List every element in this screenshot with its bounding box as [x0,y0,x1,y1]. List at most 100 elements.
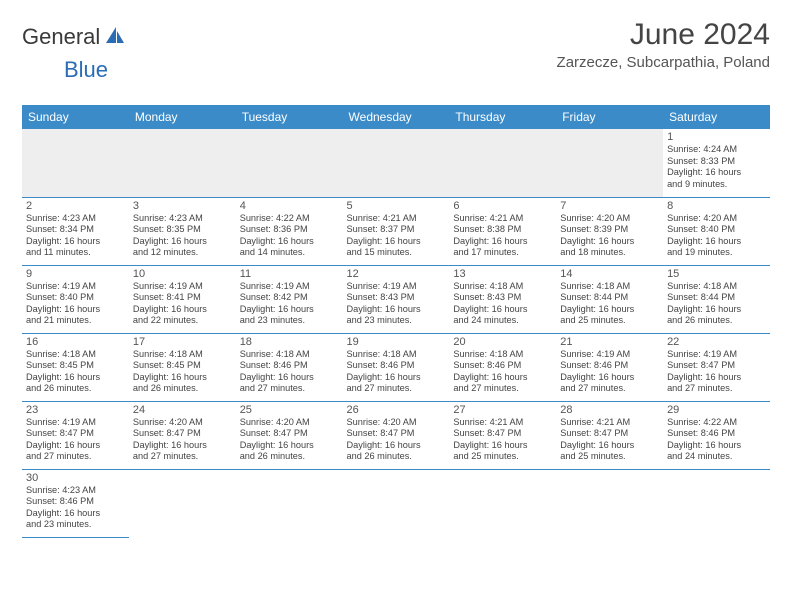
day-info: Sunrise: 4:21 AMSunset: 8:47 PMDaylight:… [453,417,552,463]
day-info: Sunrise: 4:20 AMSunset: 8:40 PMDaylight:… [667,213,766,259]
day-number: 24 [133,404,232,416]
day-number: 15 [667,268,766,280]
calendar-cell: 26Sunrise: 4:20 AMSunset: 8:47 PMDayligh… [343,401,450,469]
calendar-cell: 20Sunrise: 4:18 AMSunset: 8:46 PMDayligh… [449,333,556,401]
col-wednesday: Wednesday [343,105,450,129]
calendar-cell: 11Sunrise: 4:19 AMSunset: 8:42 PMDayligh… [236,265,343,333]
brand-part1: General [22,24,100,50]
calendar-cell: 27Sunrise: 4:21 AMSunset: 8:47 PMDayligh… [449,401,556,469]
calendar-cell: 2Sunrise: 4:23 AMSunset: 8:34 PMDaylight… [22,197,129,265]
calendar-cell: 14Sunrise: 4:18 AMSunset: 8:44 PMDayligh… [556,265,663,333]
calendar-cell: 10Sunrise: 4:19 AMSunset: 8:41 PMDayligh… [129,265,236,333]
day-info: Sunrise: 4:24 AMSunset: 8:33 PMDaylight:… [667,144,766,190]
day-info: Sunrise: 4:19 AMSunset: 8:40 PMDaylight:… [26,281,125,327]
day-number: 8 [667,200,766,212]
day-info: Sunrise: 4:23 AMSunset: 8:35 PMDaylight:… [133,213,232,259]
day-info: Sunrise: 4:19 AMSunset: 8:47 PMDaylight:… [667,349,766,395]
day-info: Sunrise: 4:20 AMSunset: 8:47 PMDaylight:… [240,417,339,463]
calendar-row: 9Sunrise: 4:19 AMSunset: 8:40 PMDaylight… [22,265,770,333]
day-info: Sunrise: 4:21 AMSunset: 8:38 PMDaylight:… [453,213,552,259]
day-info: Sunrise: 4:19 AMSunset: 8:42 PMDaylight:… [240,281,339,327]
calendar-cell: 21Sunrise: 4:19 AMSunset: 8:46 PMDayligh… [556,333,663,401]
calendar-cell [236,129,343,197]
day-info: Sunrise: 4:20 AMSunset: 8:47 PMDaylight:… [347,417,446,463]
calendar-row: 2Sunrise: 4:23 AMSunset: 8:34 PMDaylight… [22,197,770,265]
calendar-cell [343,129,450,197]
day-number: 7 [560,200,659,212]
day-number: 6 [453,200,552,212]
calendar-row: 23Sunrise: 4:19 AMSunset: 8:47 PMDayligh… [22,401,770,469]
day-info: Sunrise: 4:21 AMSunset: 8:37 PMDaylight:… [347,213,446,259]
location-text: Zarzecze, Subcarpathia, Poland [557,54,770,71]
calendar-table: Sunday Monday Tuesday Wednesday Thursday… [22,105,770,538]
calendar-cell: 30Sunrise: 4:23 AMSunset: 8:46 PMDayligh… [22,469,129,537]
day-number: 17 [133,336,232,348]
day-number: 16 [26,336,125,348]
calendar-cell: 29Sunrise: 4:22 AMSunset: 8:46 PMDayligh… [663,401,770,469]
calendar-cell: 22Sunrise: 4:19 AMSunset: 8:47 PMDayligh… [663,333,770,401]
day-number: 30 [26,472,125,484]
calendar-cell [449,469,556,537]
calendar-cell [129,129,236,197]
calendar-cell [129,469,236,537]
brand-part2: Blue [64,57,108,82]
day-number: 27 [453,404,552,416]
day-info: Sunrise: 4:20 AMSunset: 8:39 PMDaylight:… [560,213,659,259]
day-number: 5 [347,200,446,212]
col-monday: Monday [129,105,236,129]
day-info: Sunrise: 4:18 AMSunset: 8:45 PMDaylight:… [26,349,125,395]
calendar-row: 16Sunrise: 4:18 AMSunset: 8:45 PMDayligh… [22,333,770,401]
day-number: 1 [667,131,766,143]
col-thursday: Thursday [449,105,556,129]
day-info: Sunrise: 4:18 AMSunset: 8:46 PMDaylight:… [347,349,446,395]
calendar-cell: 12Sunrise: 4:19 AMSunset: 8:43 PMDayligh… [343,265,450,333]
day-number: 28 [560,404,659,416]
calendar-cell: 15Sunrise: 4:18 AMSunset: 8:44 PMDayligh… [663,265,770,333]
day-info: Sunrise: 4:19 AMSunset: 8:46 PMDaylight:… [560,349,659,395]
title-block: June 2024 Zarzecze, Subcarpathia, Poland [557,18,770,71]
calendar-cell: 5Sunrise: 4:21 AMSunset: 8:37 PMDaylight… [343,197,450,265]
day-number: 26 [347,404,446,416]
calendar-cell: 24Sunrise: 4:20 AMSunset: 8:47 PMDayligh… [129,401,236,469]
calendar-cell [663,469,770,537]
col-saturday: Saturday [663,105,770,129]
day-info: Sunrise: 4:22 AMSunset: 8:36 PMDaylight:… [240,213,339,259]
calendar-cell: 16Sunrise: 4:18 AMSunset: 8:45 PMDayligh… [22,333,129,401]
day-number: 18 [240,336,339,348]
brand-logo: General [22,24,128,50]
day-info: Sunrise: 4:23 AMSunset: 8:46 PMDaylight:… [26,485,125,531]
day-number: 25 [240,404,339,416]
calendar-cell: 25Sunrise: 4:20 AMSunset: 8:47 PMDayligh… [236,401,343,469]
day-number: 11 [240,268,339,280]
day-number: 14 [560,268,659,280]
day-info: Sunrise: 4:19 AMSunset: 8:43 PMDaylight:… [347,281,446,327]
day-info: Sunrise: 4:19 AMSunset: 8:41 PMDaylight:… [133,281,232,327]
col-tuesday: Tuesday [236,105,343,129]
day-number: 2 [26,200,125,212]
day-number: 12 [347,268,446,280]
sail-icon [104,25,126,50]
day-number: 13 [453,268,552,280]
day-info: Sunrise: 4:21 AMSunset: 8:47 PMDaylight:… [560,417,659,463]
calendar-cell: 18Sunrise: 4:18 AMSunset: 8:46 PMDayligh… [236,333,343,401]
calendar-cell: 7Sunrise: 4:20 AMSunset: 8:39 PMDaylight… [556,197,663,265]
day-number: 29 [667,404,766,416]
calendar-cell: 4Sunrise: 4:22 AMSunset: 8:36 PMDaylight… [236,197,343,265]
calendar-cell [556,469,663,537]
calendar-cell: 9Sunrise: 4:19 AMSunset: 8:40 PMDaylight… [22,265,129,333]
calendar-cell: 3Sunrise: 4:23 AMSunset: 8:35 PMDaylight… [129,197,236,265]
day-info: Sunrise: 4:19 AMSunset: 8:47 PMDaylight:… [26,417,125,463]
calendar-cell: 17Sunrise: 4:18 AMSunset: 8:45 PMDayligh… [129,333,236,401]
day-number: 19 [347,336,446,348]
calendar-cell: 6Sunrise: 4:21 AMSunset: 8:38 PMDaylight… [449,197,556,265]
calendar-cell: 28Sunrise: 4:21 AMSunset: 8:47 PMDayligh… [556,401,663,469]
calendar-cell [556,129,663,197]
calendar-cell [343,469,450,537]
day-info: Sunrise: 4:18 AMSunset: 8:44 PMDaylight:… [560,281,659,327]
day-info: Sunrise: 4:18 AMSunset: 8:46 PMDaylight:… [453,349,552,395]
calendar-cell [236,469,343,537]
day-info: Sunrise: 4:20 AMSunset: 8:47 PMDaylight:… [133,417,232,463]
day-info: Sunrise: 4:22 AMSunset: 8:46 PMDaylight:… [667,417,766,463]
day-info: Sunrise: 4:18 AMSunset: 8:45 PMDaylight:… [133,349,232,395]
calendar-cell: 13Sunrise: 4:18 AMSunset: 8:43 PMDayligh… [449,265,556,333]
